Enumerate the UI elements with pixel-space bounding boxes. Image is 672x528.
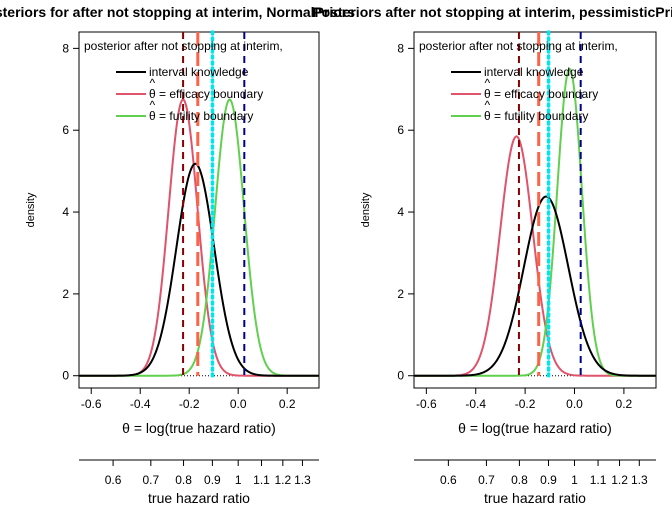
secondary-tick-label: 0.7: [142, 473, 159, 487]
x-tick-label: -0.6: [81, 397, 102, 411]
chart-title: Posteriors for after not stopping at int…: [0, 4, 355, 20]
secondary-tick-label: 0.6: [440, 473, 457, 487]
x-tick-label: 0.2: [279, 397, 296, 411]
chart-title: Posteriors after not stopping at interim…: [312, 4, 672, 20]
hat-accent: ^: [150, 98, 156, 112]
y-tick-label: 8: [62, 41, 69, 55]
legend-entry: θ = futility boundary: [149, 109, 253, 123]
series-line-efficacy-boundary: [414, 135, 656, 377]
y-tick-label: 6: [397, 123, 404, 137]
y-tick-label: 8: [397, 41, 404, 55]
x-tick-label: -0.4: [465, 397, 486, 411]
secondary-tick-label: 1.2: [611, 473, 628, 487]
secondary-tick-label: 1.3: [631, 473, 648, 487]
legend-title: posterior after not stopping at interim,: [84, 39, 283, 53]
legend-title: posterior after not stopping at interim,: [419, 39, 618, 53]
legend-entry: interval knowledge: [149, 65, 249, 79]
secondary-tick-label: 1.1: [253, 473, 270, 487]
chart-panel-2: Posteriors after not stopping at interim…: [312, 4, 672, 506]
x-tick-label: -0.4: [130, 397, 151, 411]
y-tick-label: 4: [397, 205, 404, 219]
secondary-tick-label: 1.3: [294, 473, 311, 487]
y-axis-label: density: [360, 192, 372, 227]
legend-entry: θ = efficacy boundary: [484, 87, 598, 101]
chart-panel-1: Posteriors for after not stopping at int…: [0, 4, 355, 506]
legend-entry: interval knowledge: [484, 65, 584, 79]
y-tick-label: 2: [62, 287, 69, 301]
x-tick-label: 0.0: [230, 397, 247, 411]
series-line-interval-knowledge: [79, 162, 319, 377]
y-tick-label: 2: [397, 287, 404, 301]
secondary-axis-label: true hazard ratio: [484, 490, 586, 506]
secondary-tick-label: 0.8: [175, 473, 192, 487]
secondary-tick-label: 0.9: [540, 473, 557, 487]
x-tick-label: -0.6: [416, 397, 437, 411]
secondary-tick-label: 0.8: [511, 473, 528, 487]
x-tick-label: 0.0: [566, 397, 583, 411]
secondary-tick-label: 1: [571, 473, 578, 487]
secondary-axis-label: true hazard ratio: [148, 490, 250, 506]
y-tick-label: 4: [62, 205, 69, 219]
y-tick-label: 0: [62, 369, 69, 383]
legend-entry: θ = efficacy boundary: [149, 87, 263, 101]
secondary-tick-label: 0.9: [204, 473, 221, 487]
y-tick-label: 0: [397, 369, 404, 383]
secondary-tick-label: 1: [235, 473, 242, 487]
y-tick-label: 6: [62, 123, 69, 137]
series-line-interval-knowledge: [414, 195, 656, 377]
plot-frame: [413, 31, 657, 389]
x-axis-label: θ = log(true hazard ratio): [122, 420, 276, 436]
secondary-tick-label: 0.6: [105, 473, 122, 487]
x-axis-label: θ = log(true hazard ratio): [458, 420, 612, 436]
hat-accent: ^: [150, 76, 156, 90]
x-tick-label: 0.2: [616, 397, 633, 411]
secondary-tick-label: 1.1: [590, 473, 607, 487]
secondary-tick-label: 0.7: [478, 473, 495, 487]
secondary-tick-label: 1.2: [274, 473, 291, 487]
legend: posterior after not stopping at interim,…: [419, 39, 618, 123]
hat-accent: ^: [485, 76, 491, 90]
legend: posterior after not stopping at interim,…: [84, 39, 283, 123]
x-tick-label: -0.2: [179, 397, 200, 411]
density-curves: [414, 67, 656, 377]
legend-entry: θ = futility boundary: [484, 109, 588, 123]
hat-accent: ^: [485, 98, 491, 112]
x-tick-label: -0.2: [515, 397, 536, 411]
y-axis-label: density: [25, 192, 37, 227]
